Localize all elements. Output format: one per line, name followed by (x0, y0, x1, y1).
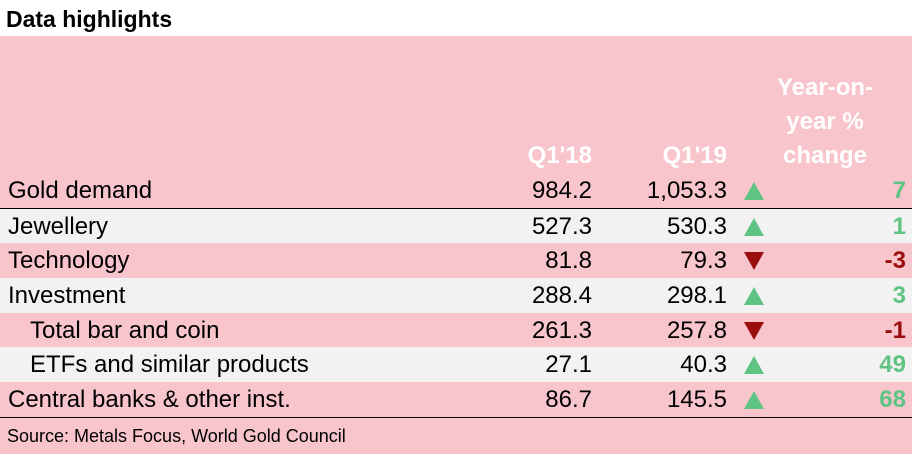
header-yoy-change: Year-on-year % change (776, 74, 874, 169)
value-q1-19: 530.3 (666, 212, 727, 240)
value-q1-19: 145.5 (666, 386, 727, 414)
row-label: Central banks & other inst. (8, 386, 291, 414)
triangle-down-icon (744, 321, 764, 340)
value-q1-19: 1,053.3 (646, 177, 727, 204)
source-note: Source: Metals Focus, World Gold Council (0, 416, 912, 454)
table-row: ETFs and similar products 27.1 40.3 49 (0, 347, 912, 383)
table-row: Gold demand 984.2 1,053.3 7 (0, 173, 912, 209)
yoy-change-value: -3 (884, 247, 906, 275)
row-label: Investment (8, 282, 126, 310)
triangle-down-icon (744, 252, 764, 271)
header-q1-19: Q1'19 (662, 142, 727, 169)
value-q1-19: 257.8 (666, 316, 727, 344)
value-q1-19: 40.3 (680, 351, 727, 379)
table-row: Jewellery 527.3 530.3 1 (0, 208, 912, 244)
triangle-up-icon (744, 287, 764, 306)
table-row: Investment 288.4 298.1 3 (0, 278, 912, 313)
value-q1-18: 288.4 (531, 282, 592, 310)
triangle-up-icon (744, 356, 764, 375)
yoy-change-value: 1 (892, 212, 906, 240)
triangle-up-icon (744, 182, 764, 200)
row-label: Technology (8, 247, 130, 275)
header-q1-18: Q1'18 (527, 142, 592, 169)
table-row: Total bar and coin 261.3 257.8 -1 (0, 312, 912, 348)
table-row: Central banks & other inst. 86.7 145.5 68 (0, 382, 912, 417)
yoy-change-value: 49 (879, 351, 906, 379)
data-table: Q1'18 Q1'19 Year-on-year % change Gold d… (0, 36, 912, 454)
row-label: Jewellery (8, 212, 109, 240)
yoy-change-value: 68 (879, 386, 906, 414)
triangle-up-icon (744, 391, 764, 410)
yoy-change-value: 3 (892, 282, 906, 310)
value-q1-18: 86.7 (545, 386, 592, 414)
value-q1-18: 527.3 (531, 212, 592, 240)
table-body: Gold demand 984.2 1,053.3 7 Jewellery 527.3 53… (0, 173, 912, 417)
table-row: Technology 81.8 79.3 -3 (0, 243, 912, 279)
row-label: Total bar and coin (30, 316, 220, 344)
value-q1-18: 27.1 (545, 351, 592, 379)
page-title: Data highlights (6, 6, 173, 32)
value-q1-18: 984.2 (531, 177, 592, 204)
triangle-up-icon (744, 217, 764, 236)
table-header: Q1'18 Q1'19 Year-on-year % change (0, 36, 912, 173)
value-q1-18: 261.3 (531, 316, 592, 344)
row-label: ETFs and similar products (30, 351, 309, 379)
yoy-change-value: -1 (884, 316, 906, 344)
row-label: Gold demand (8, 177, 153, 204)
yoy-change-value: 7 (892, 177, 906, 204)
value-q1-19: 79.3 (680, 247, 727, 275)
value-q1-19: 298.1 (666, 282, 727, 310)
value-q1-18: 81.8 (545, 247, 592, 275)
